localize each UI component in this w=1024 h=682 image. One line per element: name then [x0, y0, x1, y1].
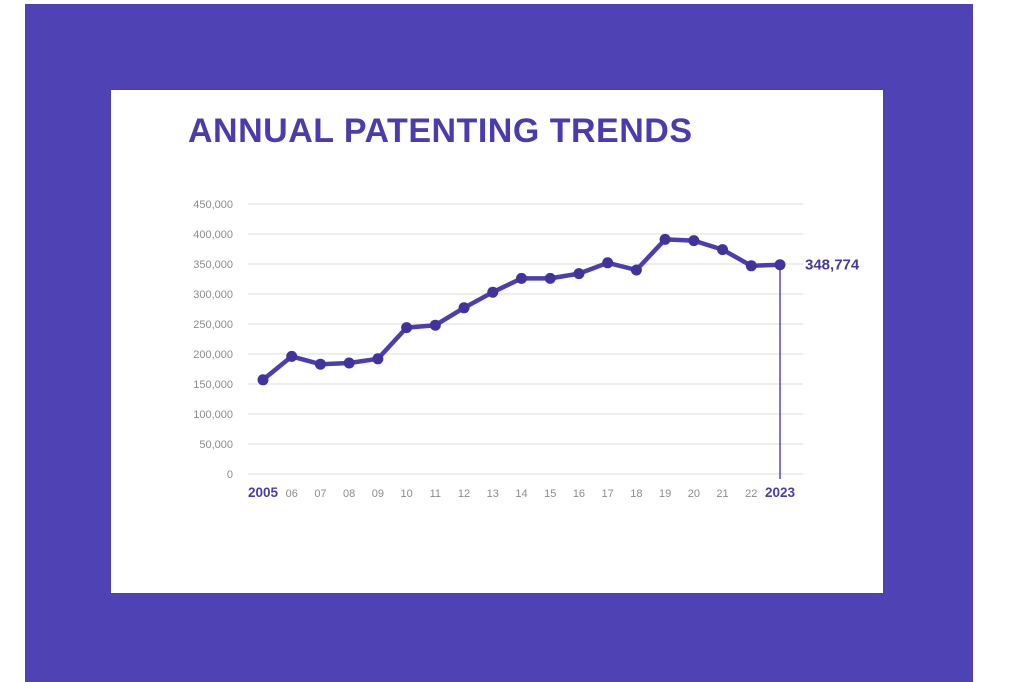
data-point [630, 264, 642, 276]
x-axis-tick-label: 08 [343, 488, 355, 500]
x-axis-tick-label: 11 [430, 488, 441, 500]
x-axis-tick-label: 12 [458, 488, 470, 500]
x-axis-tick-label: 21 [716, 488, 728, 500]
x-axis-tick-label: 22 [745, 488, 757, 500]
data-point [401, 322, 413, 334]
y-axis-tick-label: 350,000 [193, 259, 233, 271]
data-point [372, 353, 384, 365]
y-axis-tick-label: 300,000 [193, 289, 233, 301]
data-point [286, 350, 298, 362]
y-axis-tick-label: 0 [227, 469, 233, 481]
x-axis-tick-label: 09 [372, 488, 384, 500]
y-axis-tick-label: 50,000 [199, 439, 233, 451]
latest-value-label: 348,774 [805, 257, 860, 274]
data-point [314, 358, 326, 370]
chart-title: ANNUAL PATENTING TRENDS [188, 112, 693, 150]
x-axis-tick-label: 10 [400, 488, 412, 500]
data-point [688, 235, 700, 247]
x-axis-tick-label: 20 [688, 488, 700, 500]
y-axis-tick-label: 450,000 [193, 199, 233, 211]
x-axis-tick-label: 17 [602, 488, 614, 500]
data-point [458, 302, 470, 314]
y-axis-tick-label: 200,000 [193, 349, 233, 361]
data-point [343, 357, 355, 369]
data-point [573, 268, 585, 280]
data-point [429, 319, 441, 331]
y-axis-tick-label: 250,000 [193, 319, 233, 331]
data-point [516, 272, 527, 284]
data-point [487, 286, 499, 298]
y-axis-tick-label: 400,000 [193, 229, 233, 241]
data-point [659, 233, 671, 245]
data-point [544, 272, 556, 284]
x-axis-tick-label: 07 [314, 488, 326, 500]
data-point [774, 259, 786, 271]
y-axis-tick-label: 150,000 [193, 379, 233, 391]
y-axis-tick-label: 100,000 [193, 409, 233, 421]
data-point [602, 257, 614, 269]
chart-card: ANNUAL PATENTING TRENDS 0 50,000 100,000 15… [111, 90, 883, 593]
x-axis-tick-label: 19 [659, 488, 671, 500]
x-axis-tick-label: 14 [515, 488, 527, 500]
x-axis-tick-label: 2005 [248, 485, 279, 500]
data-point [745, 260, 757, 272]
purple-frame: ANNUAL PATENTING TRENDS 0 50,000 100,000 15… [25, 4, 973, 682]
x-axis-tick-label: 18 [630, 488, 642, 500]
data-point [717, 244, 729, 256]
x-axis-tick-label: 16 [573, 488, 585, 500]
data-point [257, 374, 269, 386]
x-axis-tick-label: 13 [487, 488, 499, 500]
line-chart: 0 50,000 100,000 150,000 200,000 250,000 300,0… [193, 199, 860, 500]
x-axis-tick-label: 15 [544, 488, 556, 500]
x-axis-tick-label: 06 [286, 488, 298, 500]
trend-line [260, 237, 783, 383]
x-axis-tick-label: 2023 [765, 485, 796, 500]
